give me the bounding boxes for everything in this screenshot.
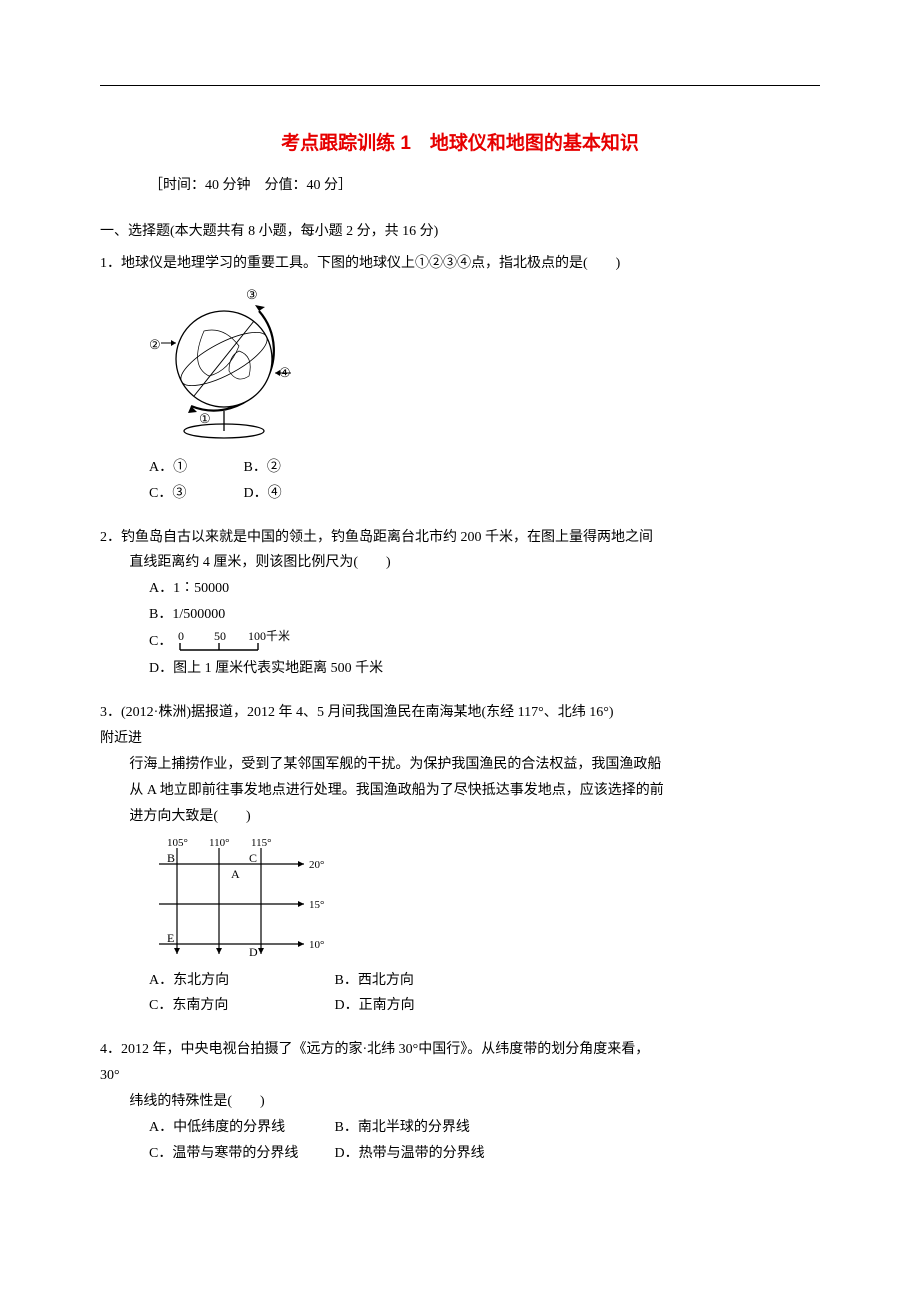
q2-opt-b: B．1/500000 xyxy=(100,602,820,628)
q3-opt-a: A．东北方向 xyxy=(149,968,331,994)
svg-text:C: C xyxy=(249,851,257,865)
svg-text:D: D xyxy=(249,945,258,959)
q3-stem-1b: 附近进 xyxy=(100,726,820,752)
question-1: 1．地球仪是地理学习的重要工具。下图的地球仪上①②③④点，指北极点的是( ) ③… xyxy=(100,251,820,507)
q4-opt-c: C．温带与寒带的分界线 xyxy=(149,1141,331,1167)
q3-stem: 3．(2012·株洲)据报道，2012 年 4、5 月间我国渔民在南海某地(东经… xyxy=(100,700,820,726)
svg-text:100千米: 100千米 xyxy=(248,629,290,643)
q4-opt-d: D．热带与温带的分界线 xyxy=(335,1141,517,1167)
q4-options-row2: C．温带与寒带的分界线 D．热带与温带的分界线 xyxy=(100,1141,820,1167)
question-3: 3．(2012·株洲)据报道，2012 年 4、5 月间我国渔民在南海某地(东经… xyxy=(100,700,820,1019)
q3-stem-3: 从 A 地立即前往事发地点进行处理。我国渔政船为了尽快抵达事发地点，应该选择的前 xyxy=(100,778,820,804)
q1-opt-a: A．① xyxy=(149,455,240,481)
question-2: 2．钓鱼岛自古以来就是中国的领土，钓鱼岛距离台北市约 200 千米，在图上量得两… xyxy=(100,525,820,682)
q2-opt-c: C． 0 50 100千米 xyxy=(100,628,820,656)
section-1-heading: 一、选择题(本大题共有 8 小题，每小题 2 分，共 16 分) xyxy=(100,219,820,245)
svg-text:10°: 10° xyxy=(309,939,324,951)
q4-stem-2: 纬线的特殊性是( ) xyxy=(100,1089,820,1115)
q2-opt-c-prefix: C． xyxy=(149,634,172,649)
q2-stem-2: 直线距离约 4 厘米，则该图比例尺为( ) xyxy=(100,550,820,576)
q3-options-row1: A．东北方向 B．西北方向 xyxy=(100,968,820,994)
globe-svg: ③ ② ④ ① xyxy=(149,281,309,451)
q4-stem: 4．2012 年，中央电视台拍摄了《远方的家·北纬 30°中国行》。从纬度带的划… xyxy=(100,1037,820,1063)
svg-text:A: A xyxy=(231,867,240,881)
latlon-grid-svg: 105° 110° 115° 20° 15° 10° B C A E D xyxy=(149,834,339,964)
svg-text:50: 50 xyxy=(214,629,226,643)
q1-stem: 1．地球仪是地理学习的重要工具。下图的地球仪上①②③④点，指北极点的是( ) xyxy=(100,251,820,277)
top-rule xyxy=(100,85,820,86)
q3-opt-b: B．西北方向 xyxy=(335,968,517,994)
page-title: 考点跟踪训练 1 地球仪和地图的基本知识 xyxy=(100,126,820,161)
q1-opt-d: D．④ xyxy=(244,481,335,507)
svg-text:110°: 110° xyxy=(209,837,230,849)
q1-options-row2: C．③ D．④ xyxy=(100,481,820,507)
q3-options-row2: C．东南方向 D．正南方向 xyxy=(100,993,820,1019)
q3-opt-d: D．正南方向 xyxy=(335,993,517,1019)
svg-text:115°: 115° xyxy=(251,837,272,849)
q2-opt-d: D．图上 1 厘米代表实地距离 500 千米 xyxy=(100,656,820,682)
q4-opt-a: A．中低纬度的分界线 xyxy=(149,1115,331,1141)
q1-opt-c: C．③ xyxy=(149,481,240,507)
svg-text:15°: 15° xyxy=(309,899,324,911)
q4-opt-b: B．南北半球的分界线 xyxy=(335,1115,517,1141)
q2-stem: 2．钓鱼岛自古以来就是中国的领土，钓鱼岛距离台北市约 200 千米，在图上量得两… xyxy=(100,525,820,551)
q2-opt-a: A．1∶50000 xyxy=(100,576,820,602)
exam-meta: ［时间：40 分钟 分值：40 分］ xyxy=(100,173,820,199)
question-4: 4．2012 年，中央电视台拍摄了《远方的家·北纬 30°中国行》。从纬度带的划… xyxy=(100,1037,820,1166)
svg-text:0: 0 xyxy=(178,629,184,643)
q3-stem-2: 行海上捕捞作业，受到了某邻国军舰的干扰。为保护我国渔民的合法权益，我国渔政船 xyxy=(100,752,820,778)
q3-opt-c: C．东南方向 xyxy=(149,993,331,1019)
q1-opt-b: B．② xyxy=(244,455,335,481)
scalebar-icon: 0 50 100千米 xyxy=(172,628,302,656)
svg-text:20°: 20° xyxy=(309,859,324,871)
q4-options-row1: A．中低纬度的分界线 B．南北半球的分界线 xyxy=(100,1115,820,1141)
svg-text:105°: 105° xyxy=(167,837,188,849)
q4-stem-1b: 30° xyxy=(100,1063,820,1089)
svg-text:E: E xyxy=(167,931,174,945)
svg-text:B: B xyxy=(167,851,175,865)
globe-label-top: ③ xyxy=(246,287,258,302)
globe-label-bottom: ① xyxy=(199,411,211,426)
globe-label-left: ② xyxy=(149,337,161,352)
q3-stem-4: 进方向大致是( ) xyxy=(100,804,820,830)
q3-figure: 105° 110° 115° 20° 15° 10° B C A E D xyxy=(149,834,820,964)
q1-options-row1: A．① B．② xyxy=(100,455,820,481)
q1-figure: ③ ② ④ ① xyxy=(149,281,820,451)
